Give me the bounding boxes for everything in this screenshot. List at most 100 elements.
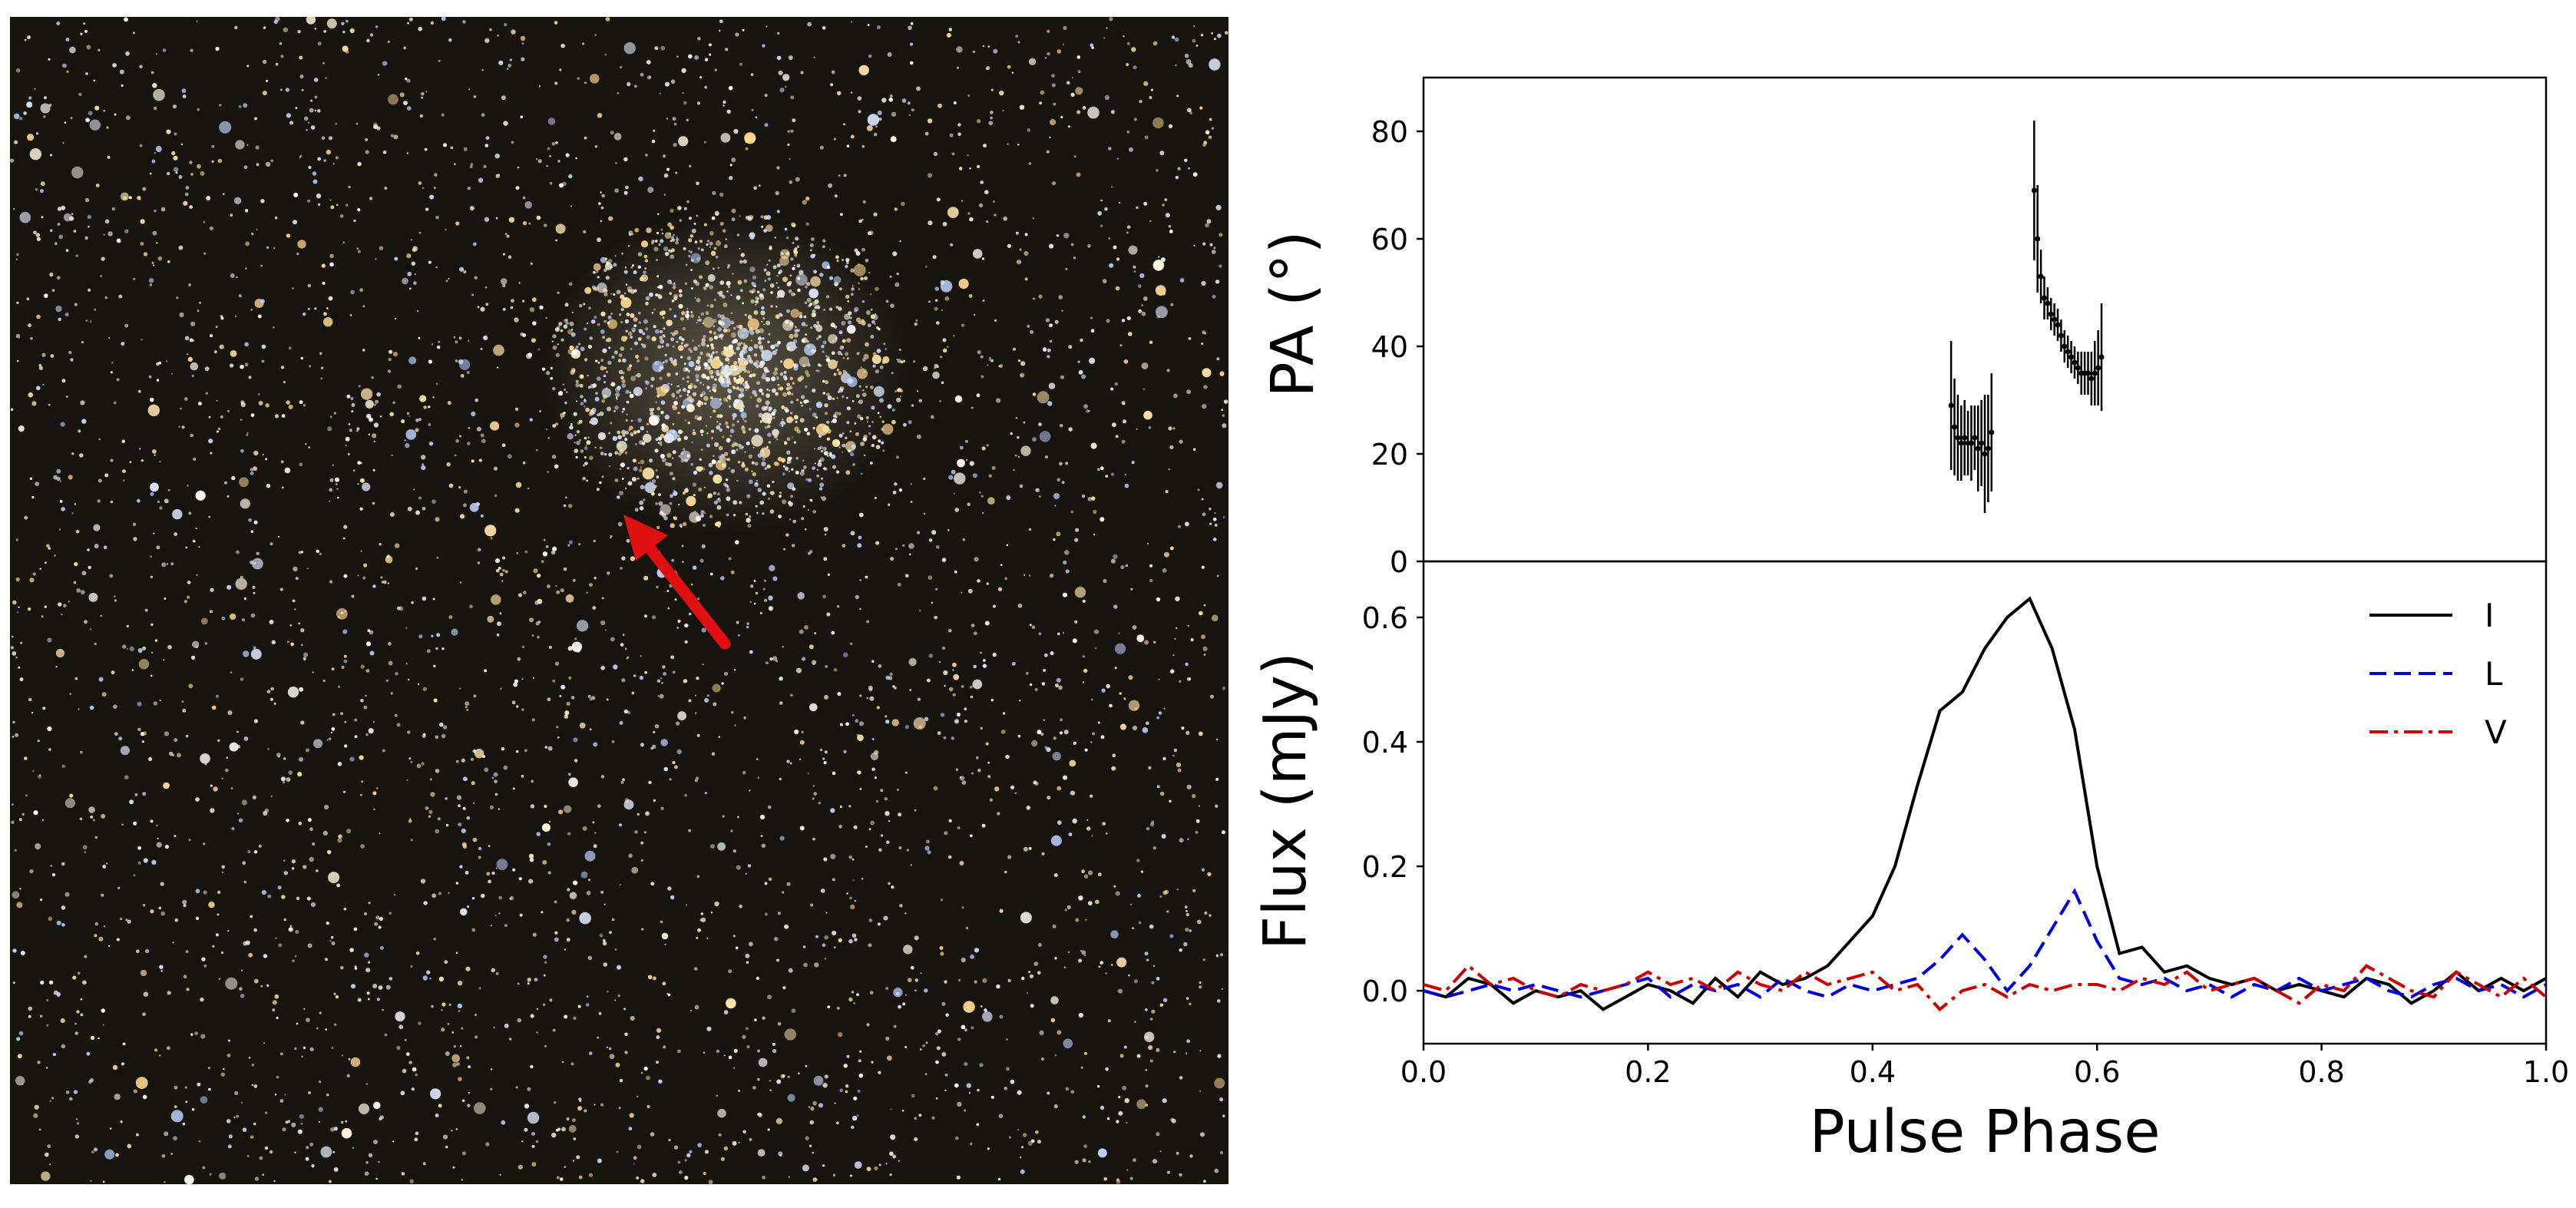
- star: [119, 69, 124, 74]
- star: [362, 349, 365, 352]
- star: [494, 495, 498, 497]
- star: [794, 253, 798, 257]
- star: [788, 280, 792, 285]
- star: [839, 287, 842, 291]
- star: [763, 323, 766, 326]
- star: [543, 974, 546, 977]
- star: [1093, 629, 1100, 634]
- star: [567, 329, 573, 335]
- star: [650, 384, 653, 388]
- star: [401, 1172, 405, 1176]
- star: [885, 348, 888, 350]
- star: [349, 28, 355, 34]
- star: [23, 111, 27, 115]
- star: [104, 473, 109, 478]
- star: [602, 941, 607, 946]
- star: [74, 303, 78, 306]
- star: [547, 697, 551, 702]
- star: [461, 1179, 464, 1181]
- star: [478, 846, 482, 851]
- star: [1124, 474, 1126, 476]
- star: [497, 35, 499, 37]
- star: [428, 359, 432, 364]
- star: [813, 270, 817, 274]
- star: [320, 377, 323, 380]
- star: [590, 417, 598, 425]
- star: [575, 345, 579, 349]
- star: [488, 879, 491, 884]
- star: [790, 495, 794, 498]
- star: [184, 1086, 187, 1089]
- star: [187, 485, 189, 487]
- star: [899, 395, 901, 398]
- star: [1165, 490, 1169, 494]
- star: [554, 21, 558, 25]
- star: [663, 327, 666, 330]
- star: [518, 593, 523, 597]
- star: [294, 1047, 297, 1051]
- star: [663, 427, 665, 429]
- star: [674, 598, 677, 601]
- star: [1089, 357, 1096, 364]
- star: [90, 1035, 95, 1041]
- star: [812, 837, 815, 841]
- star: [746, 518, 751, 523]
- star: [824, 403, 828, 408]
- star: [51, 873, 56, 877]
- star: [629, 364, 633, 368]
- star: [651, 615, 656, 620]
- star: [677, 1160, 681, 1164]
- star: [779, 424, 781, 426]
- star: [723, 1054, 726, 1057]
- star: [133, 277, 136, 280]
- star: [842, 346, 844, 349]
- star: [854, 899, 857, 902]
- star: [636, 372, 641, 378]
- star: [749, 515, 752, 518]
- star: [564, 948, 566, 951]
- star: [517, 657, 521, 661]
- star: [435, 647, 438, 650]
- star: [670, 282, 673, 285]
- star: [600, 366, 605, 371]
- star: [439, 722, 444, 727]
- star: [842, 339, 846, 343]
- star: [24, 515, 28, 520]
- star: [710, 396, 713, 399]
- star: [219, 1172, 227, 1180]
- star: [988, 121, 994, 126]
- star: [153, 106, 157, 111]
- star: [1010, 1079, 1015, 1084]
- star: [346, 20, 349, 23]
- star: [914, 322, 918, 326]
- star: [48, 103, 52, 108]
- star: [862, 437, 868, 442]
- star: [1131, 47, 1136, 52]
- star: [34, 88, 36, 91]
- star: [680, 342, 684, 345]
- star: [701, 391, 706, 396]
- star: [384, 187, 388, 190]
- star: [792, 241, 795, 244]
- star: [390, 134, 395, 137]
- star: [732, 386, 735, 389]
- star: [890, 303, 894, 309]
- star: [790, 309, 800, 318]
- star: [775, 462, 780, 467]
- star: [94, 544, 99, 549]
- star: [661, 345, 664, 348]
- star: [603, 374, 607, 378]
- star: [603, 319, 607, 323]
- star: [686, 356, 691, 361]
- star: [531, 718, 535, 722]
- star: [847, 300, 849, 303]
- star: [713, 442, 719, 448]
- star: [653, 799, 656, 802]
- star: [94, 934, 98, 938]
- star: [600, 191, 602, 194]
- star: [500, 687, 502, 690]
- star: [619, 313, 622, 316]
- star: [899, 240, 901, 243]
- star: [819, 145, 824, 150]
- star: [1041, 682, 1046, 686]
